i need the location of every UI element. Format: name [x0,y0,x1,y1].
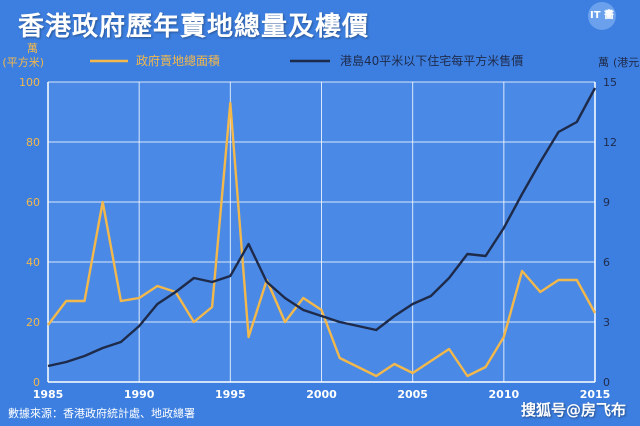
legend-price-label: 港島40平米以下住宅每平方米售價 [340,53,523,68]
left-tick-label: 40 [26,256,40,269]
series-line-land-area [47,101,597,378]
x-tick-label: 1990 [124,388,155,401]
right-tick-label: 6 [603,256,610,269]
left-tick-label: 80 [26,136,40,149]
right-axis-unit-line1: 萬 [598,56,609,69]
x-tick-label: 1985 [33,388,64,401]
x-tick-label: 2005 [397,388,428,401]
right-tick-label: 9 [603,196,610,209]
right-tick-label: 12 [603,136,617,149]
watermark: 搜狐号@房飞布 [520,401,626,419]
left-tick-label: 0 [33,376,40,389]
right-axis-unit-line2: (港元) [613,56,640,69]
x-tick-label: 2000 [306,388,337,401]
source-note: 數據來源：香港政府統計處、地政總署 [8,407,195,420]
left-tick-label: 60 [26,196,40,209]
right-tick-label: 15 [603,76,617,89]
left-tick-label: 20 [26,316,40,329]
left-axis-unit-line2: (平方米) [2,55,44,69]
series-line-price [47,87,597,368]
x-tick-label: 2015 [580,388,611,401]
page-title: 香港政府歷年賣地總量及樓價 [18,12,370,42]
right-tick-label: 3 [603,316,610,329]
legend-land-label: 政府賣地總面積 [136,53,220,68]
left-axis-unit-line1: 萬 [27,42,38,55]
brand-logo: IT 畵 [588,2,616,30]
right-tick-label: 0 [603,376,610,389]
x-tick-label: 1995 [215,388,246,401]
left-tick-label: 100 [19,76,40,89]
x-tick-label: 2010 [489,388,520,401]
